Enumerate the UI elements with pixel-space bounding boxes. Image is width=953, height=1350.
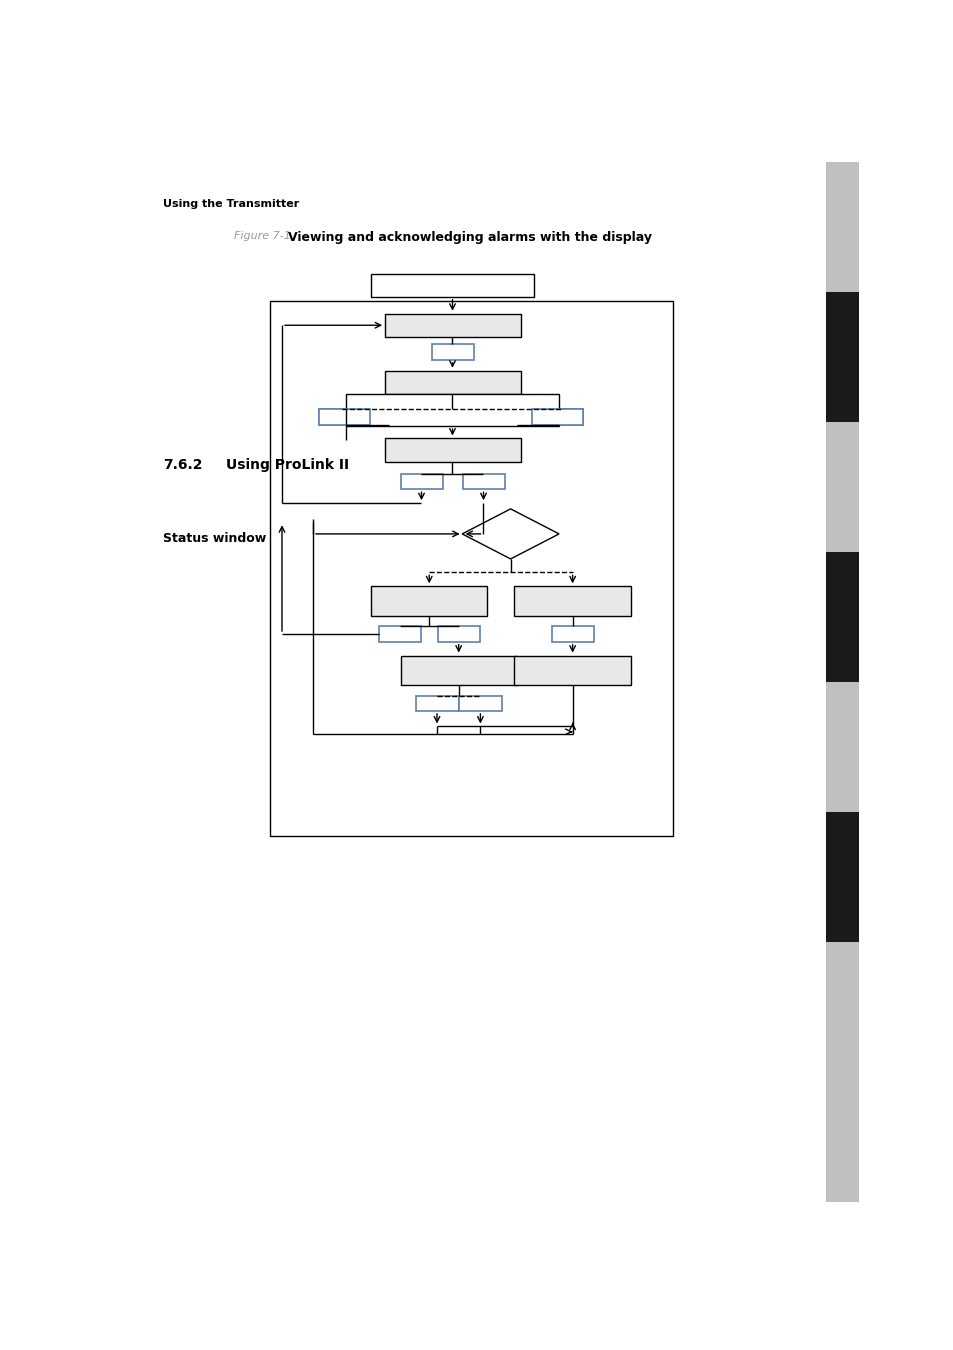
Text: Figure 7-1: Figure 7-1 xyxy=(233,231,291,242)
Bar xyxy=(551,626,594,641)
Bar xyxy=(371,586,487,616)
Text: 7.6.2: 7.6.2 xyxy=(163,459,203,472)
Bar xyxy=(371,274,534,297)
Bar xyxy=(385,371,520,394)
Bar xyxy=(459,695,501,711)
Bar xyxy=(378,626,421,641)
Bar xyxy=(385,313,520,336)
Bar xyxy=(400,656,517,684)
Bar xyxy=(431,344,474,360)
Bar xyxy=(437,626,480,641)
Bar xyxy=(385,439,520,462)
Text: Using ProLink II: Using ProLink II xyxy=(226,459,349,472)
Bar xyxy=(270,301,673,836)
Bar xyxy=(825,811,858,942)
Bar xyxy=(825,292,858,423)
Bar xyxy=(532,409,582,424)
Bar xyxy=(825,682,858,811)
Bar xyxy=(532,409,582,424)
Bar xyxy=(514,586,630,616)
Bar xyxy=(825,552,858,682)
Polygon shape xyxy=(461,509,558,559)
Bar xyxy=(346,394,558,427)
Text: Status window: Status window xyxy=(163,532,267,544)
Text: Using the Transmitter: Using the Transmitter xyxy=(163,198,299,209)
Bar xyxy=(462,474,505,489)
Bar xyxy=(400,474,443,489)
Bar xyxy=(416,695,458,711)
Bar xyxy=(825,1072,858,1202)
Bar xyxy=(319,409,369,424)
Bar xyxy=(514,656,630,684)
Bar xyxy=(825,423,858,552)
Bar xyxy=(825,162,858,292)
Bar xyxy=(319,409,369,424)
Bar xyxy=(825,942,858,1072)
Text: Viewing and acknowledging alarms with the display: Viewing and acknowledging alarms with th… xyxy=(288,231,652,244)
